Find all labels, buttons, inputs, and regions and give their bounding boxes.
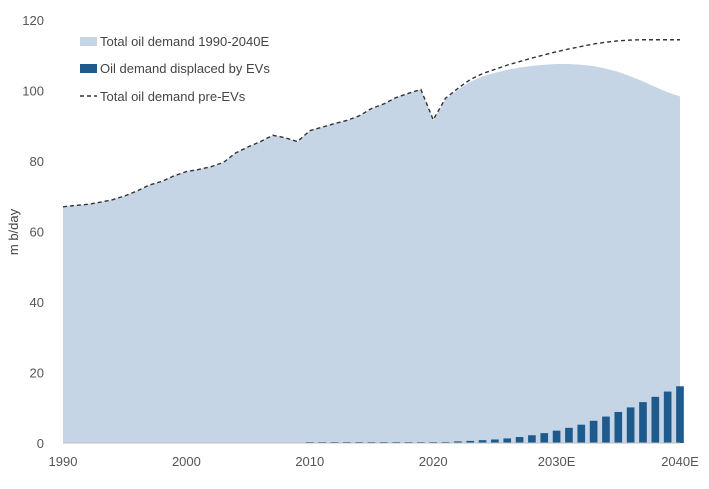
bar-ev-displaced-2021 bbox=[441, 441, 450, 443]
legend-label: Total oil demand pre-EVs bbox=[100, 89, 246, 104]
bar-ev-displaced-2039 bbox=[663, 391, 672, 443]
bar-ev-displaced-2022 bbox=[454, 441, 462, 443]
y-tick-label: 120 bbox=[22, 13, 44, 28]
x-tick-label: 2030E bbox=[538, 454, 576, 469]
bar-ev-displaced-2028 bbox=[528, 435, 536, 443]
y-axis-title: m b/day bbox=[6, 208, 21, 255]
bar-ev-displaced-2034 bbox=[602, 416, 610, 443]
x-tick-label: 2040E bbox=[661, 454, 699, 469]
legend: Total oil demand 1990-2040E Oil demand di… bbox=[80, 34, 270, 104]
y-tick-label: 100 bbox=[22, 84, 44, 99]
x-tick-label: 1990 bbox=[49, 454, 78, 469]
y-tick-label: 80 bbox=[30, 154, 44, 169]
y-tick-label: 20 bbox=[30, 366, 44, 381]
legend-swatch-area bbox=[80, 37, 97, 46]
bar-ev-displaced-2026 bbox=[503, 438, 512, 443]
area-total-oil-demand bbox=[63, 64, 680, 443]
x-tick-label: 2020 bbox=[419, 454, 448, 469]
bar-ev-displaced-2027 bbox=[515, 437, 524, 443]
bar-ev-displaced-2033 bbox=[589, 420, 598, 443]
bar-ev-displaced-2038 bbox=[651, 396, 660, 443]
bar-ev-displaced-2040 bbox=[676, 386, 684, 443]
legend-label: Oil demand displaced by EVs bbox=[100, 61, 270, 76]
y-tick-label: 0 bbox=[37, 436, 44, 451]
bar-ev-displaced-2032 bbox=[577, 424, 586, 443]
x-tick-label: 2010 bbox=[295, 454, 324, 469]
axes: 0 20 40 60 80 100 120 1990 2000 2010 2020 2030E 2040… bbox=[22, 13, 699, 469]
bar-ev-displaced-2036 bbox=[626, 407, 635, 443]
bar-ev-displaced-2031 bbox=[565, 427, 573, 443]
bar-ev-displaced-2030 bbox=[552, 430, 561, 443]
bar-ev-displaced-2037 bbox=[639, 402, 647, 443]
bar-ev-displaced-2029 bbox=[540, 433, 549, 443]
y-tick-label: 60 bbox=[30, 225, 44, 240]
bar-ev-displaced-2035 bbox=[614, 411, 623, 443]
legend-swatch-bar bbox=[80, 64, 97, 73]
bar-ev-displaced-2024 bbox=[478, 440, 487, 443]
bar-ev-displaced-2025 bbox=[491, 439, 499, 443]
y-tick-label: 40 bbox=[30, 295, 44, 310]
legend-label: Total oil demand 1990-2040E bbox=[100, 34, 269, 49]
plot-area bbox=[62, 39, 684, 443]
bar-ev-displaced-2023 bbox=[466, 440, 475, 443]
x-tick-label: 2000 bbox=[172, 454, 201, 469]
line-pre-ev-demand bbox=[62, 39, 680, 208]
